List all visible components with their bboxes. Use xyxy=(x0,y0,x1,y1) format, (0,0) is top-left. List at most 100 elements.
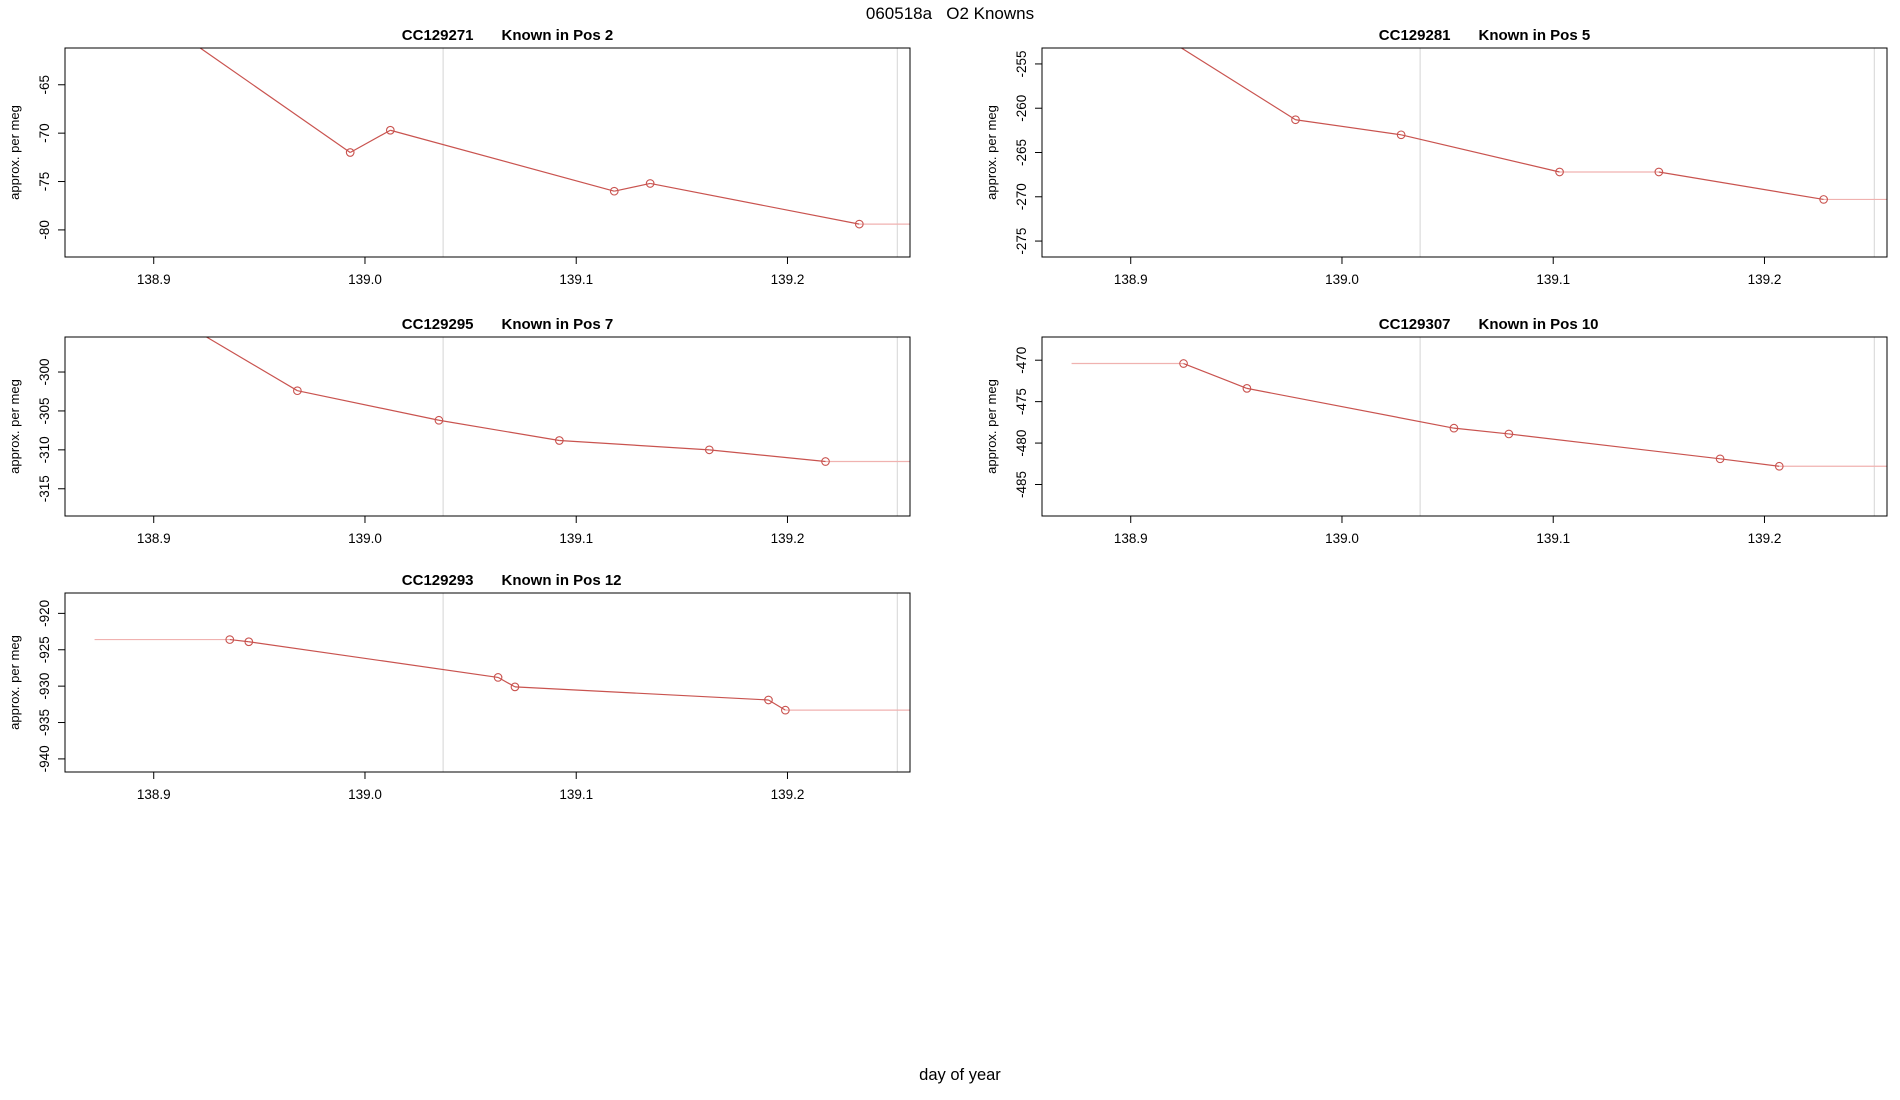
chart-title-pos: Known in Pos 7 xyxy=(502,316,614,333)
plot-box xyxy=(1041,336,1888,517)
data-point-marker xyxy=(1654,167,1664,177)
data-point-marker xyxy=(645,179,655,188)
series-segment xyxy=(768,699,786,711)
series-segment xyxy=(1400,134,1560,173)
figure-title: 060518a O2 Knowns xyxy=(865,4,1035,23)
series-segment xyxy=(390,129,615,192)
x-tick-label: 139.0 xyxy=(1325,531,1359,546)
chart-title-id: CC129281 xyxy=(1379,27,1451,44)
y-tick-label: -930 xyxy=(37,673,52,700)
series-segment xyxy=(709,449,826,463)
series-segment xyxy=(514,686,769,701)
data-point-marker xyxy=(1291,115,1300,125)
y-tick-label: -935 xyxy=(37,709,52,736)
chart-title-id: CC129295 xyxy=(402,316,474,333)
x-tick-label: 139.1 xyxy=(559,272,593,287)
chart-CC129281: 138.9 139.0 139.1 139.2 -255 -260 -265 -270 -275… xyxy=(984,27,1888,287)
y-tick-label: -480 xyxy=(1014,430,1029,457)
series-segment xyxy=(1181,47,1296,121)
chart-CC129295: 138.9 139.0 139.1 139.2 -300 -305 -310 -315 CC12… xyxy=(7,316,911,546)
plot-box xyxy=(64,47,911,258)
chart-CC129293: 138.9 139.0 139.1 139.2 -920 -925 -930 -935 -940… xyxy=(7,572,911,802)
chart-title-pos: Known in Pos 2 xyxy=(502,27,614,44)
series-segment xyxy=(438,419,560,442)
chart-title-id: CC129293 xyxy=(402,572,474,589)
x-tick-label: 138.9 xyxy=(137,787,171,802)
y-tick-label: -80 xyxy=(37,220,52,240)
y-tick-label: -470 xyxy=(1014,347,1029,374)
chart-title-id: CC129307 xyxy=(1379,316,1451,333)
series-segment xyxy=(229,638,249,643)
y-tick-label: -925 xyxy=(37,636,52,663)
data-point-marker xyxy=(1504,429,1514,439)
data-point-marker xyxy=(244,637,254,647)
y-tick-label: -75 xyxy=(37,172,52,192)
x-tick-label: 138.9 xyxy=(1114,272,1148,287)
data-point-marker xyxy=(493,673,503,682)
data-point-marker xyxy=(293,386,302,396)
series-segment xyxy=(614,182,651,192)
chart-title-id: CC129271 xyxy=(402,27,474,44)
data-point-marker xyxy=(385,125,395,135)
y-tick-label: -65 xyxy=(37,75,52,95)
x-axis-label: day of year xyxy=(919,1066,1001,1084)
x-tick-label: 139.2 xyxy=(1748,531,1782,546)
series-segment xyxy=(199,47,351,153)
series-segment xyxy=(1720,458,1780,467)
series-segment xyxy=(297,390,440,421)
y-tick-label: -485 xyxy=(1014,471,1029,498)
x-tick-label: 139.1 xyxy=(1536,531,1570,546)
y-tick-label: -270 xyxy=(1014,183,1029,210)
chart-title-pos: Known in Pos 5 xyxy=(1479,27,1591,44)
data-point-marker xyxy=(510,682,520,692)
x-tick-label: 139.0 xyxy=(1325,272,1359,287)
y-tick-label: -275 xyxy=(1014,228,1029,255)
series-segment xyxy=(650,182,860,225)
data-point-marker xyxy=(781,705,790,715)
series-segment xyxy=(206,336,298,392)
x-tick-label: 139.1 xyxy=(1536,272,1570,287)
x-tick-label: 139.0 xyxy=(348,272,382,287)
chart-CC129271: 138.9 139.0 139.1 139.2 -65 -70 -75 -80 CC129271… xyxy=(7,27,911,287)
data-point-marker xyxy=(821,457,830,466)
chart-title-pos: Known in Pos 10 xyxy=(1479,316,1599,333)
series-segment xyxy=(248,641,499,679)
y-tick-label: -70 xyxy=(37,123,52,143)
data-point-marker xyxy=(764,695,773,705)
data-point-marker xyxy=(1555,167,1564,177)
y-axis-label: approx. per meg xyxy=(7,635,22,730)
y-tick-label: -255 xyxy=(1014,50,1029,77)
series-segment xyxy=(1183,362,1248,389)
series-segment xyxy=(1453,427,1509,435)
data-point-marker xyxy=(704,445,714,455)
x-tick-label: 139.1 xyxy=(559,531,593,546)
data-point-marker xyxy=(1179,359,1188,368)
x-tick-label: 139.2 xyxy=(1748,272,1782,287)
x-tick-label: 139.1 xyxy=(559,787,593,802)
y-axis-label: approx. per meg xyxy=(984,379,999,474)
x-tick-label: 139.0 xyxy=(348,787,382,802)
data-point-marker xyxy=(434,415,444,425)
data-point-marker xyxy=(1774,461,1784,471)
series-segment xyxy=(1508,433,1721,460)
x-tick-label: 138.9 xyxy=(137,272,171,287)
series-segment xyxy=(1658,171,1824,201)
x-tick-label: 138.9 xyxy=(137,531,171,546)
y-tick-label: -920 xyxy=(37,600,52,627)
plot-box xyxy=(64,592,911,773)
x-tick-label: 139.2 xyxy=(771,272,805,287)
series-segment xyxy=(1246,387,1455,429)
series-segment xyxy=(1295,119,1402,136)
y-tick-label: -940 xyxy=(37,745,52,772)
x-tick-label: 139.2 xyxy=(771,787,805,802)
data-point-marker xyxy=(1242,384,1252,393)
data-point-marker xyxy=(225,635,235,644)
data-point-marker xyxy=(1819,195,1828,204)
series-segment xyxy=(349,129,391,154)
data-point-marker xyxy=(609,186,619,196)
y-tick-label: -265 xyxy=(1014,139,1029,166)
x-tick-label: 138.9 xyxy=(1114,531,1148,546)
y-tick-label: -475 xyxy=(1014,388,1029,415)
